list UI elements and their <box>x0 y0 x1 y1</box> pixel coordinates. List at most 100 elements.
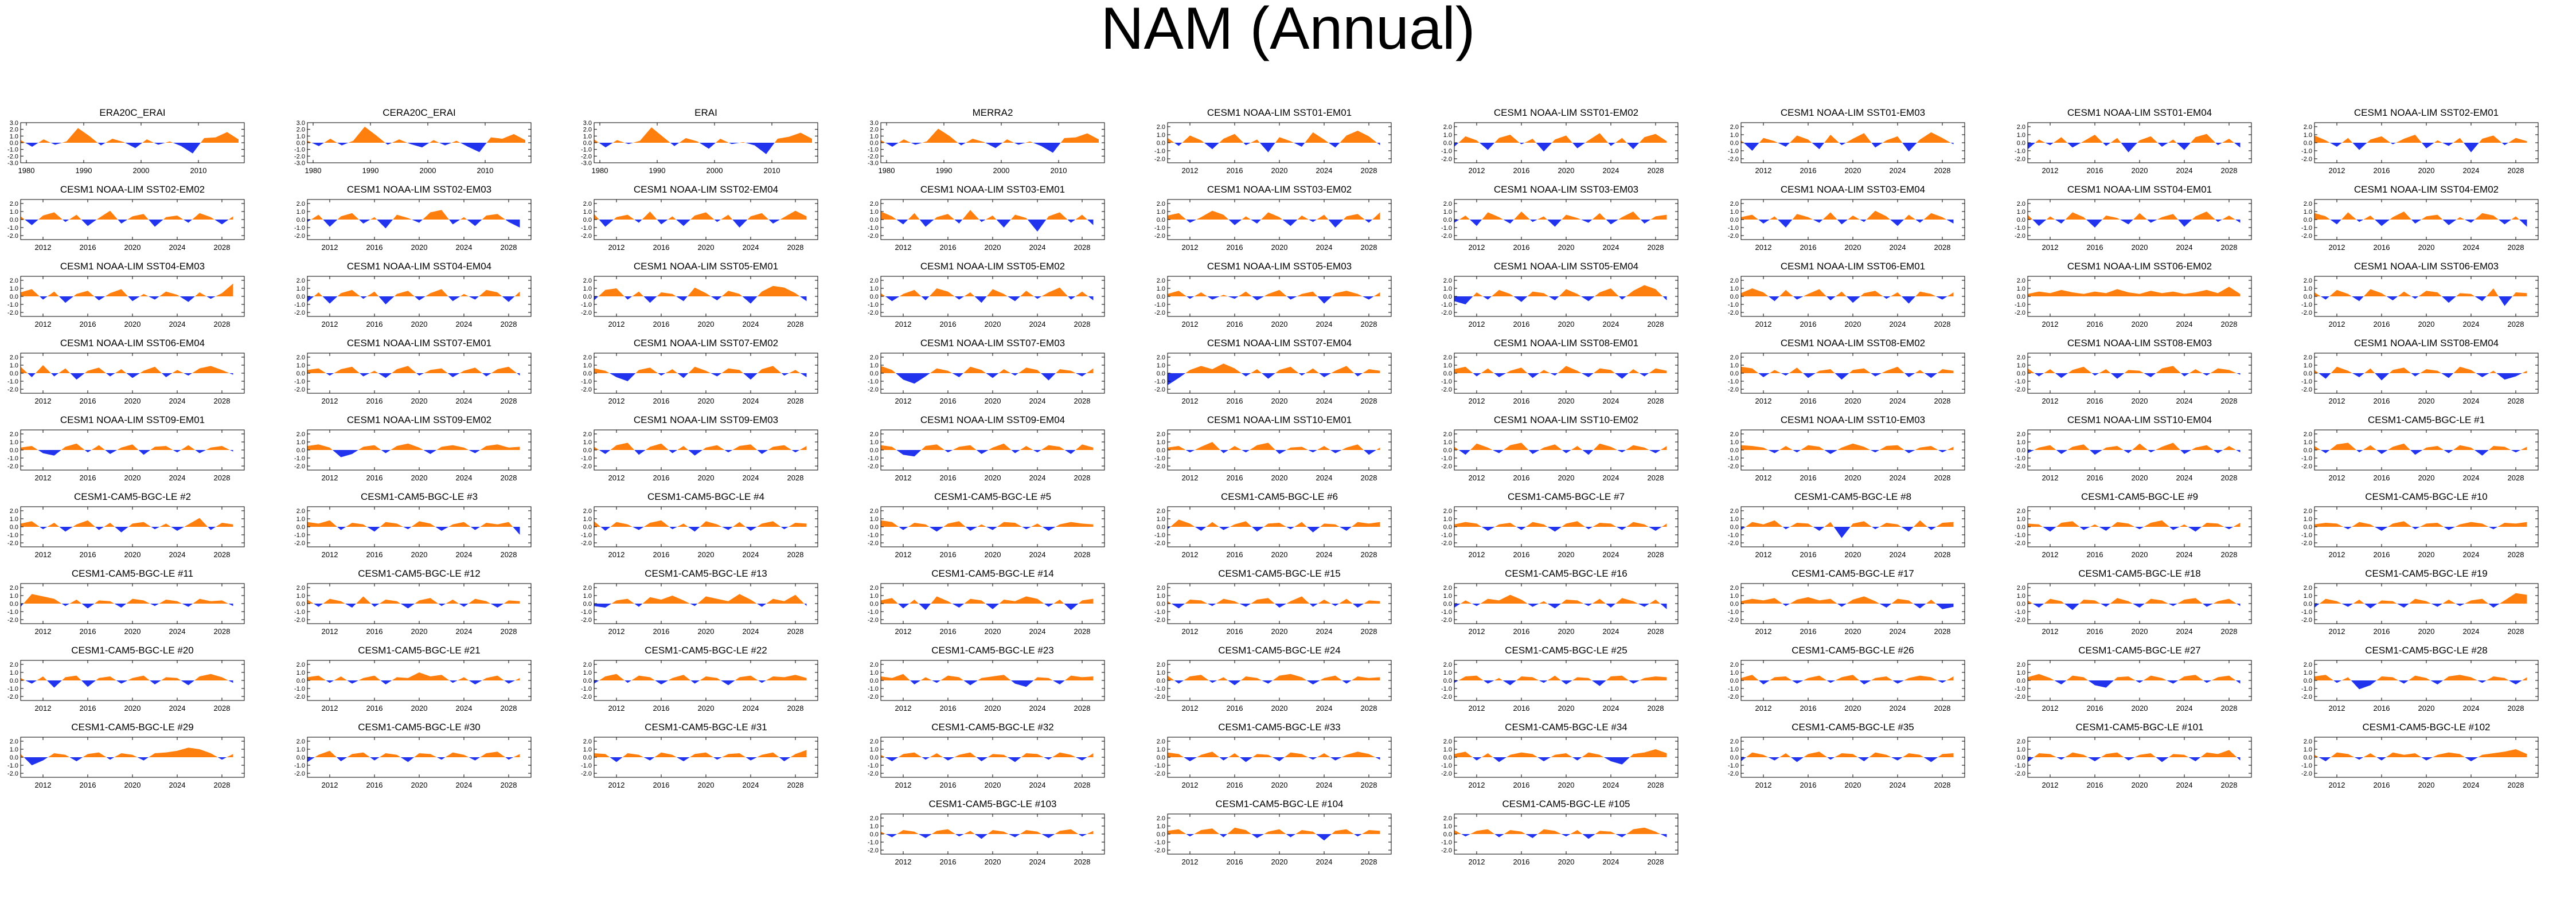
y-tick-label: -1.0 <box>1154 378 1165 385</box>
positive-area <box>54 212 63 220</box>
positive-area <box>200 598 211 604</box>
positive-area <box>430 210 442 220</box>
positive-area <box>1942 138 1951 143</box>
positive-area <box>2348 677 2351 680</box>
x-tick-label: 2028 <box>1074 627 1091 636</box>
positive-area <box>2128 292 2140 296</box>
y-tick-label: 1.0 <box>2017 132 2025 139</box>
negative-area <box>605 450 611 454</box>
negative-area <box>670 143 674 146</box>
positive-area <box>1915 370 1920 373</box>
negative-area <box>513 527 520 535</box>
negative-area <box>2474 450 2483 456</box>
y-tick-label: 2.0 <box>2304 431 2312 438</box>
y-tick-label: -2.0 <box>1728 694 1739 700</box>
positive-area <box>1808 139 1812 143</box>
positive-area <box>423 212 431 220</box>
positive-area <box>728 753 740 757</box>
negative-area <box>1830 680 1836 683</box>
x-tick-label: 2028 <box>214 320 231 328</box>
negative-area <box>337 527 341 530</box>
positive-area <box>1618 217 1622 220</box>
positive-area <box>959 445 970 450</box>
x-tick-label: 2016 <box>653 320 670 328</box>
x-tick-label: 2024 <box>169 473 186 482</box>
positive-area <box>2370 136 2382 143</box>
positive-area <box>200 366 211 373</box>
negative-area <box>2045 143 2050 146</box>
positive-area <box>948 214 955 220</box>
positive-area <box>2229 287 2241 296</box>
positive-area <box>163 217 166 220</box>
positive-area <box>76 443 85 450</box>
negative-area <box>173 143 181 146</box>
positive-area <box>1268 523 1279 527</box>
panel-title: CESM1 NOAA-LIM SST05-EM01 <box>634 261 778 272</box>
positive-area <box>2229 139 2234 143</box>
x-tick-label: 2024 <box>1029 397 1046 405</box>
negative-area <box>1313 527 1320 533</box>
y-tick-label: -2.0 <box>1728 233 1739 240</box>
negative-area <box>1290 220 1298 226</box>
positive-area <box>1346 291 1358 296</box>
positive-area <box>2516 292 2527 296</box>
negative-area <box>1330 757 1336 761</box>
x-tick-label: 2016 <box>940 320 957 328</box>
positive-area <box>21 678 26 680</box>
negative-area <box>2150 450 2156 453</box>
negative-area <box>150 604 155 606</box>
negative-area <box>690 604 695 606</box>
negative-area <box>2100 604 2106 607</box>
positive-area <box>643 523 650 527</box>
panel: CESM1-CAM5-BGC-LE #192.01.00.0-1.0-2.020… <box>2301 568 2539 636</box>
positive-area <box>464 677 469 680</box>
negative-area <box>2207 604 2214 607</box>
negative-area <box>2352 143 2359 150</box>
negative-area <box>497 604 504 608</box>
positive-area <box>140 370 144 373</box>
negative-area <box>2056 450 2062 454</box>
positive-area <box>1577 293 1581 296</box>
negative-area <box>2411 527 2415 530</box>
negative-area <box>1841 220 1848 225</box>
negative-area <box>475 680 482 684</box>
positive-area <box>2150 136 2158 143</box>
negative-area <box>1550 373 1555 376</box>
negative-area <box>21 604 24 607</box>
negative-area <box>184 373 189 376</box>
positive-area <box>2382 136 2391 143</box>
negative-area <box>1864 220 1867 222</box>
negative-area <box>1588 527 1593 530</box>
negative-area <box>1015 680 1027 687</box>
negative-area <box>475 220 482 226</box>
negative-area <box>1920 220 1924 223</box>
positive-area <box>1633 285 1645 296</box>
positive-area <box>697 141 700 143</box>
positive-area <box>1835 291 1842 296</box>
positive-area <box>936 444 945 450</box>
positive-area <box>1915 291 1920 296</box>
y-tick-label: 1.0 <box>10 362 18 369</box>
positive-area <box>1763 598 1775 604</box>
positive-area <box>1206 522 1212 527</box>
x-tick-label: 2016 <box>653 627 670 636</box>
positive-area <box>419 447 424 450</box>
negative-area <box>959 296 965 300</box>
y-tick-label: 2.0 <box>1157 431 1165 438</box>
negative-area <box>2471 220 2475 223</box>
negative-area <box>2032 220 2039 226</box>
negative-area <box>1071 296 1076 300</box>
positive-area <box>612 140 617 143</box>
negative-area <box>155 680 161 684</box>
negative-area <box>1190 757 1197 761</box>
x-tick-label: 2020 <box>985 704 1001 713</box>
negative-area <box>1626 143 1633 150</box>
positive-area <box>486 601 491 604</box>
negative-area <box>1268 680 1273 684</box>
positive-area <box>1882 370 1887 373</box>
positive-area <box>2083 444 2090 450</box>
y-tick-label: 1.0 <box>2304 362 2312 369</box>
panel-title: CESM1 NOAA-LIM SST07-EM04 <box>1207 338 1352 349</box>
positive-area <box>1346 598 1353 604</box>
x-tick-label: 2016 <box>1800 550 1817 559</box>
